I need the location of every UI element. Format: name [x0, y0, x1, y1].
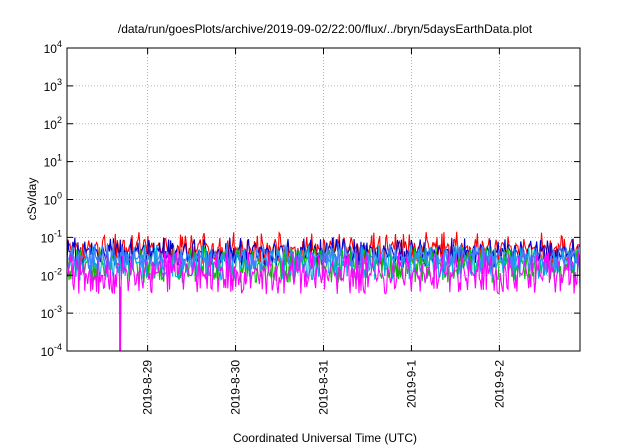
x-tick-label: 2019-8-30: [229, 360, 243, 415]
y-tick-label: 104: [44, 39, 62, 56]
x-axis: 2019-8-29 2019-8-30 2019-8-31 2019-9-1 2019-…: [141, 48, 506, 415]
x-tick-label: 2019-8-29: [141, 360, 155, 415]
series-line-6: [66, 251, 581, 352]
x-axis-label: Coordinated Universal Time (UTC): [233, 431, 417, 445]
y-tick-label: 102: [44, 115, 62, 132]
x-tick-label: 2019-9-1: [404, 360, 418, 408]
y-tick-label: 10-1: [41, 228, 62, 245]
y-axis-label: cSv/day: [25, 178, 39, 221]
x-tick-label: 2019-8-31: [317, 360, 331, 415]
y-tick-label: 10-4: [41, 342, 62, 359]
chart-title: /data/run/goesPlots/archive/2019-09-02/2…: [118, 22, 533, 36]
grid: [67, 48, 580, 351]
y-tick-label: 100: [44, 191, 62, 208]
series-group: [66, 230, 581, 352]
y-tick-label: 103: [44, 77, 62, 94]
y-tick-label: 101: [44, 153, 62, 170]
y-tick-label: 10-3: [41, 304, 62, 321]
x-tick-label: 2019-9-2: [492, 360, 506, 408]
y-tick-label: 10-2: [41, 266, 62, 283]
